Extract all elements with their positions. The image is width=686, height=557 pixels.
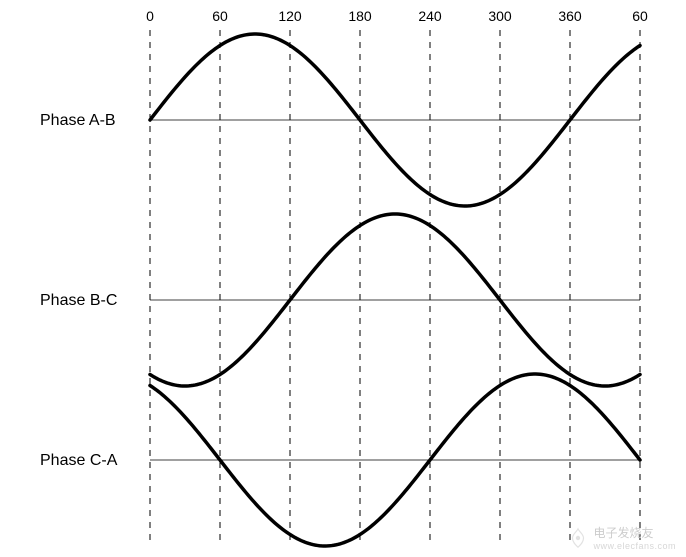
x-tick-label: 300 <box>488 8 511 24</box>
x-tick-label: 60 <box>212 8 228 24</box>
x-tick-label: 60 <box>632 8 648 24</box>
x-tick-label: 180 <box>348 8 371 24</box>
watermark-text: 电子发烧友 <box>593 526 653 540</box>
x-tick-label: 0 <box>146 8 154 24</box>
x-tick-label: 360 <box>558 8 581 24</box>
watermark: 电子发烧友 www.elecfans.com <box>567 524 676 551</box>
phase-ca-label: Phase C-A <box>40 452 117 470</box>
watermark-sub: www.elecfans.com <box>593 541 676 551</box>
x-tick-label: 120 <box>278 8 301 24</box>
phase-bc-label: Phase B-C <box>40 292 117 310</box>
phase-ab-label: Phase A-B <box>40 112 116 130</box>
three-phase-chart <box>0 0 686 557</box>
x-tick-label: 240 <box>418 8 441 24</box>
watermark-icon <box>567 527 589 549</box>
